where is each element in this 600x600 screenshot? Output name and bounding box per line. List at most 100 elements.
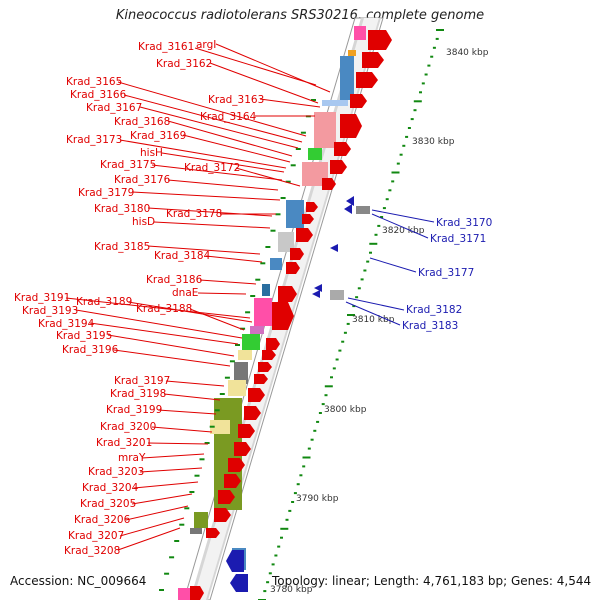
- feature-block[interactable]: [238, 350, 252, 360]
- gene-label[interactable]: Krad_3179: [78, 187, 134, 199]
- gene-label[interactable]: Krad_3180: [94, 203, 150, 215]
- feature-block[interactable]: [308, 148, 322, 160]
- gene-label[interactable]: Krad_3175: [100, 159, 156, 171]
- feature-block[interactable]: [340, 56, 354, 100]
- forward-gene-arrow[interactable]: [340, 114, 362, 138]
- gene-label[interactable]: Krad_3183: [402, 320, 458, 332]
- gene-label[interactable]: Krad_3168: [114, 116, 170, 128]
- gene-label[interactable]: Krad_3188: [136, 303, 192, 315]
- gene-label[interactable]: Krad_3173: [66, 134, 122, 146]
- forward-gene-arrow[interactable]: [234, 442, 251, 456]
- gene-label[interactable]: Krad_3170: [436, 217, 492, 229]
- gene-label[interactable]: Krad_3162: [156, 58, 212, 70]
- forward-gene-arrow[interactable]: [266, 338, 280, 350]
- forward-gene-arrow[interactable]: [322, 178, 336, 190]
- reverse-gene-arrow[interactable]: [230, 574, 248, 592]
- forward-gene-arrow[interactable]: [296, 228, 313, 242]
- gene-label[interactable]: Krad_3172: [184, 162, 240, 174]
- reverse-gene-arrow[interactable]: [312, 284, 322, 298]
- gene-label[interactable]: Krad_3196: [62, 344, 119, 356]
- forward-gene-arrow[interactable]: [302, 214, 314, 224]
- gene-label[interactable]: Krad_3206: [74, 514, 131, 526]
- forward-gene-arrow[interactable]: [272, 302, 294, 330]
- forward-gene-arrow[interactable]: [362, 52, 384, 68]
- forward-gene-arrow[interactable]: [254, 374, 268, 384]
- forward-gene-arrow[interactable]: [262, 350, 276, 360]
- gene-label[interactable]: Krad_3178: [166, 208, 222, 220]
- feature-block[interactable]: [354, 26, 366, 40]
- feature-block[interactable]: [250, 326, 264, 334]
- gene-label[interactable]: Krad_3207: [68, 530, 124, 542]
- forward-gene-arrow[interactable]: [258, 362, 272, 372]
- gene-label[interactable]: Krad_3205: [80, 498, 136, 510]
- gene-label[interactable]: Krad_3191: [14, 292, 70, 304]
- forward-gene-arrow[interactable]: [350, 94, 367, 108]
- forward-gene-arrow[interactable]: [368, 30, 392, 50]
- reverse-gene-arrow[interactable]: [344, 196, 354, 214]
- feature-block[interactable]: [194, 512, 208, 528]
- feature-block[interactable]: [314, 112, 336, 148]
- forward-gene-arrow[interactable]: [286, 262, 300, 274]
- forward-gene-arrow[interactable]: [214, 508, 231, 522]
- forward-gene-arrow[interactable]: [244, 406, 261, 420]
- feature-block[interactable]: [286, 200, 304, 228]
- gene-label[interactable]: argI: [196, 39, 216, 51]
- reverse-gene-arrow[interactable]: [330, 244, 338, 252]
- gene-label[interactable]: Krad_3184: [154, 250, 211, 262]
- feature-block[interactable]: [242, 334, 260, 350]
- forward-gene-arrow[interactable]: [248, 388, 265, 402]
- forward-gene-arrow[interactable]: [306, 202, 318, 212]
- feature-block[interactable]: [234, 362, 248, 384]
- gene-label[interactable]: Krad_3194: [38, 318, 95, 330]
- gene-label[interactable]: hisH: [140, 147, 163, 159]
- gene-label[interactable]: Krad_3182: [406, 304, 462, 316]
- gene-label[interactable]: Krad_3163: [208, 94, 264, 106]
- feature-block[interactable]: [322, 100, 348, 106]
- gene-label[interactable]: Krad_3193: [22, 305, 78, 317]
- gene-label[interactable]: Krad_3199: [106, 404, 162, 416]
- feature-block[interactable]: [178, 588, 190, 600]
- gene-label[interactable]: Krad_3169: [130, 130, 186, 142]
- forward-gene-arrow[interactable]: [228, 458, 245, 472]
- gene-label[interactable]: Krad_3185: [94, 241, 150, 253]
- forward-gene-arrow[interactable]: [278, 286, 297, 302]
- forward-gene-arrow[interactable]: [330, 160, 347, 174]
- feature-block[interactable]: [190, 528, 202, 534]
- gene-label[interactable]: Krad_3165: [66, 76, 122, 88]
- feature-block[interactable]: [254, 298, 272, 326]
- gene-label[interactable]: Krad_3161: [138, 41, 194, 53]
- gene-label[interactable]: dnaE: [172, 287, 198, 299]
- gene-label[interactable]: Krad_3177: [418, 267, 474, 279]
- feature-block[interactable]: [278, 232, 294, 252]
- forward-gene-arrow[interactable]: [218, 490, 235, 504]
- reverse-gene-block[interactable]: [330, 290, 344, 300]
- forward-gene-arrow[interactable]: [224, 474, 241, 488]
- forward-gene-arrow[interactable]: [334, 142, 351, 156]
- forward-gene-arrow[interactable]: [356, 72, 378, 88]
- gene-label[interactable]: Krad_3167: [86, 102, 142, 114]
- gene-label[interactable]: Krad_3164: [200, 111, 257, 123]
- gene-label[interactable]: Krad_3203: [88, 466, 144, 478]
- gene-label[interactable]: mraY: [118, 452, 146, 464]
- gene-label[interactable]: Krad_3204: [82, 482, 139, 494]
- feature-block[interactable]: [348, 50, 356, 56]
- forward-gene-arrow[interactable]: [238, 424, 255, 438]
- feature-block[interactable]: [210, 420, 230, 434]
- gene-label[interactable]: Krad_3171: [430, 233, 486, 245]
- gene-label[interactable]: Krad_3189: [76, 296, 132, 308]
- gene-label[interactable]: Krad_3195: [56, 330, 112, 342]
- gene-label[interactable]: hisD: [132, 216, 155, 228]
- forward-gene-arrow[interactable]: [290, 248, 304, 260]
- reverse-gene-block[interactable]: [356, 206, 370, 214]
- gene-label[interactable]: Krad_3200: [100, 421, 156, 433]
- forward-gene-arrow[interactable]: [190, 586, 204, 600]
- gene-label[interactable]: Krad_3186: [146, 274, 203, 286]
- gene-label[interactable]: Krad_3201: [96, 437, 152, 449]
- gene-label[interactable]: Krad_3197: [114, 375, 170, 387]
- gene-label[interactable]: Krad_3166: [70, 89, 127, 101]
- forward-gene-arrow[interactable]: [206, 528, 220, 538]
- reverse-gene-arrow[interactable]: [226, 550, 244, 572]
- gene-label[interactable]: Krad_3208: [64, 545, 120, 557]
- gene-label[interactable]: Krad_3176: [114, 174, 171, 186]
- feature-block[interactable]: [270, 258, 282, 270]
